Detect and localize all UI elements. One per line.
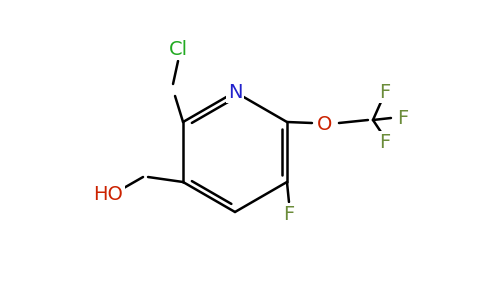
Text: F: F [379,133,391,152]
Text: O: O [318,115,333,134]
Text: Cl: Cl [168,40,188,58]
Text: F: F [283,205,295,224]
Text: HO: HO [93,185,123,205]
Text: N: N [228,82,242,101]
Text: F: F [397,109,408,128]
Text: F: F [379,82,391,101]
